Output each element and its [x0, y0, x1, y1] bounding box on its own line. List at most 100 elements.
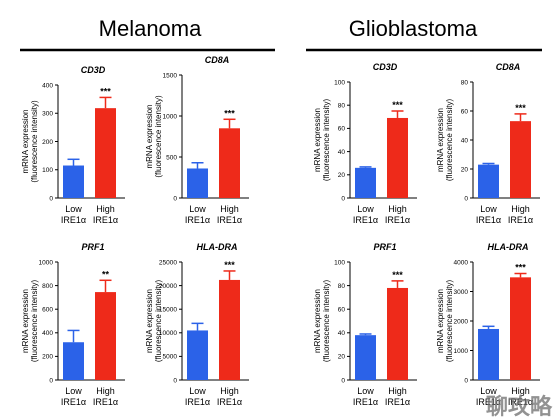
y-tick-label: 0: [341, 377, 345, 384]
y-tick-label: 2000: [454, 318, 469, 325]
y-tick-label: 60: [338, 126, 346, 133]
y-axis-label: mRNA expression: [436, 289, 445, 353]
x-category-label: IRE1α: [476, 215, 501, 225]
y-tick-label: 40: [338, 330, 346, 337]
chart-panel: CD8A 0 500 1000 1500 mRNA expression (fluoresc…: [145, 55, 249, 225]
x-category-label: Low: [189, 386, 206, 396]
y-tick-label: 40: [338, 149, 346, 156]
significance-label: ***: [392, 100, 403, 110]
panel-title: CD3D: [373, 62, 398, 72]
y-axis-label: mRNA expression: [21, 109, 30, 173]
significance-label: ***: [100, 86, 111, 96]
panel-title: HLA-DRA: [488, 242, 529, 252]
significance-label: ***: [515, 103, 526, 113]
y-tick-label: 400: [42, 82, 53, 89]
significance-label: ***: [392, 270, 403, 280]
bar-low: [355, 335, 376, 380]
y-tick-label: 5000: [163, 354, 178, 361]
y-tick-label: 0: [49, 377, 53, 384]
bar-high: [219, 279, 240, 380]
y-tick-label: 0: [49, 195, 53, 202]
significance-label: ***: [224, 260, 235, 270]
bar-high: [387, 117, 408, 198]
x-category-label: IRE1α: [385, 397, 410, 407]
x-category-label: IRE1α: [508, 397, 533, 407]
bar-high: [510, 121, 531, 198]
x-category-label: High: [511, 386, 530, 396]
x-category-label: IRE1α: [476, 397, 501, 407]
y-tick-label: 200: [42, 139, 53, 146]
y-tick-label: 60: [338, 307, 346, 314]
y-axis-label: (fluorescence intensity): [154, 280, 163, 363]
bar-low: [478, 164, 499, 198]
bar-high: [95, 108, 116, 198]
bar-high: [387, 287, 408, 380]
x-category-label: IRE1α: [385, 215, 410, 225]
significance-label: ***: [224, 108, 235, 118]
chart-panel: CD3D 0 20 40 60 80 100 mRNA expression (fluoresc…: [313, 62, 417, 225]
bar-high: [95, 292, 116, 380]
y-tick-label: 200: [42, 354, 53, 361]
y-tick-label: 1000: [454, 348, 469, 355]
bar-low: [187, 168, 208, 198]
x-category-label: Low: [357, 386, 374, 396]
y-axis-label: mRNA expression: [145, 289, 154, 353]
x-category-label: Low: [189, 204, 206, 214]
y-tick-label: 1500: [163, 72, 178, 79]
panel-title: HLA-DRA: [197, 242, 238, 252]
x-category-label: High: [220, 386, 239, 396]
y-axis-label: mRNA expression: [145, 104, 154, 168]
y-tick-label: 60: [461, 108, 469, 115]
y-axis-label: mRNA expression: [436, 108, 445, 172]
panel-title: CD8A: [496, 62, 521, 72]
x-category-label: Low: [480, 386, 497, 396]
x-category-label: IRE1α: [93, 215, 118, 225]
panel-title: CD8A: [205, 55, 230, 65]
significance-label: ***: [515, 263, 526, 273]
y-tick-label: 100: [334, 79, 345, 86]
bar-low: [478, 328, 499, 380]
y-axis-label: (fluorescence intensity): [30, 280, 39, 363]
y-tick-label: 300: [42, 111, 53, 118]
group-title-glioblastoma: Glioblastoma: [349, 16, 478, 41]
x-category-label: IRE1α: [353, 215, 378, 225]
y-tick-label: 0: [173, 377, 177, 384]
x-category-label: High: [220, 204, 239, 214]
y-tick-label: 0: [464, 195, 468, 202]
y-tick-label: 0: [173, 195, 177, 202]
y-tick-label: 1000: [39, 259, 54, 266]
y-tick-label: 500: [166, 154, 177, 161]
chart-panel: CD3D 0 100 200 300 400 mRNA expression (fluores…: [21, 65, 125, 225]
chart-panel: PRF1 0 200 400 600 800 1000 mRNA expression (flu…: [21, 242, 125, 407]
panel-title: PRF1: [81, 242, 104, 252]
x-category-label: High: [388, 386, 407, 396]
y-tick-label: 20000: [159, 283, 177, 290]
bar-high: [219, 128, 240, 198]
x-category-label: IRE1α: [353, 397, 378, 407]
y-tick-label: 20: [338, 354, 346, 361]
chart-panel: CD8A 0 20 40 60 80 mRNA expression (fluorescenc…: [436, 62, 540, 225]
y-tick-label: 800: [42, 283, 53, 290]
x-category-label: High: [388, 204, 407, 214]
x-category-label: High: [96, 204, 115, 214]
y-tick-label: 15000: [159, 307, 177, 314]
y-axis-label: mRNA expression: [21, 289, 30, 353]
y-axis-label: (fluorescence intensity): [445, 280, 454, 363]
y-axis-label: mRNA expression: [313, 108, 322, 172]
y-tick-label: 20: [461, 166, 469, 173]
panel-title: CD3D: [81, 65, 106, 75]
y-tick-label: 80: [338, 103, 346, 110]
y-tick-label: 80: [338, 283, 346, 290]
y-axis-label: (fluorescence intensity): [30, 100, 39, 183]
x-category-label: IRE1α: [185, 215, 210, 225]
y-tick-label: 20: [338, 172, 346, 179]
chart-panel: HLA-DRA 0 1000 2000 3000 4000 mRNA expression(…: [436, 242, 540, 407]
chart-panel: PRF1 0 20 40 60 80 100 mRNA expression (fluoresc…: [313, 242, 417, 407]
y-axis-label: (fluorescence intensity): [322, 99, 331, 182]
panel-title: PRF1: [373, 242, 396, 252]
y-tick-label: 80: [461, 79, 469, 86]
bar-low: [63, 342, 84, 380]
y-tick-label: 0: [341, 195, 345, 202]
